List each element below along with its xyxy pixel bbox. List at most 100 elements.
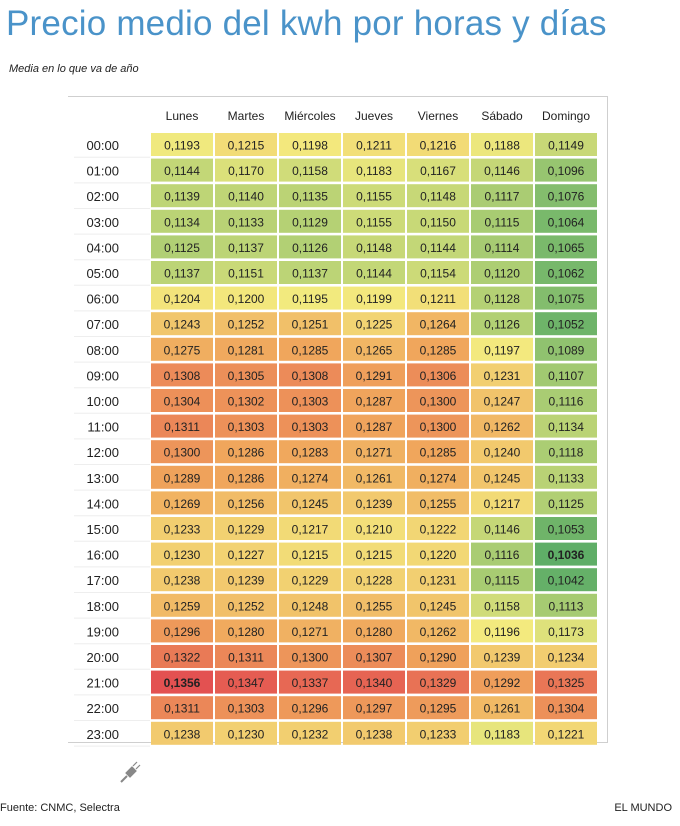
column-label: Miércoles xyxy=(284,109,335,123)
heatmap-cell xyxy=(343,645,405,668)
heatmap-cell xyxy=(343,133,405,156)
heatmap-cell xyxy=(407,670,469,694)
cell-value: 0,1243 xyxy=(164,318,201,332)
row-label: 19:00 xyxy=(86,624,119,639)
cell-value: 0,1271 xyxy=(292,625,329,639)
heatmap-cell xyxy=(535,209,597,233)
cell-value: 0,1311 xyxy=(164,702,200,716)
cell-value: 0,1285 xyxy=(292,343,329,357)
cell-value: 0,1220 xyxy=(420,548,457,562)
heatmap-cell xyxy=(407,389,469,412)
cell-value: 0,1116 xyxy=(485,548,520,562)
heatmap-cell xyxy=(279,209,341,233)
cell-value: 0,1239 xyxy=(484,651,521,665)
heatmap-cell xyxy=(215,619,277,643)
cell-value: 0,1148 xyxy=(420,190,456,204)
cell-value: 0,1197 xyxy=(484,343,520,357)
heatmap-cell xyxy=(215,542,277,566)
cell-value: 0,1222 xyxy=(420,523,457,537)
row-label: 14:00 xyxy=(86,496,119,511)
cell-value: 0,1137 xyxy=(164,267,200,281)
heatmap-cell xyxy=(151,670,213,694)
heatmap-cell xyxy=(151,337,213,361)
heatmap-cell xyxy=(151,619,213,643)
heatmap-cell xyxy=(343,209,405,233)
cell-value: 0,1155 xyxy=(356,215,392,229)
heatmap-cell xyxy=(279,721,341,745)
heatmap-cell xyxy=(471,286,533,310)
cell-value: 0,1188 xyxy=(484,139,520,153)
column-label: Viernes xyxy=(418,109,458,123)
heatmap-cell xyxy=(279,286,341,310)
cell-value: 0,1146 xyxy=(484,164,520,178)
cell-value: 0,1245 xyxy=(420,599,457,613)
heatmap-cell xyxy=(407,133,469,156)
row-label: 23:00 xyxy=(86,727,119,742)
cell-value: 0,1275 xyxy=(164,343,201,357)
cell-value: 0,1144 xyxy=(420,241,456,255)
heatmap-cell xyxy=(407,363,469,387)
column-label: Jueves xyxy=(355,109,393,123)
heatmap-cell xyxy=(471,440,533,464)
heatmap-cell xyxy=(215,209,277,233)
column-label: Domingo xyxy=(542,109,590,123)
heatmap-cell xyxy=(279,158,341,182)
heatmap-cell xyxy=(471,491,533,515)
chart-subtitle: Media en lo que va de año xyxy=(9,63,139,75)
heatmap-cell xyxy=(471,465,533,489)
heatmap-cell xyxy=(151,363,213,387)
cell-value: 0,1217 xyxy=(484,497,521,511)
cell-value: 0,1262 xyxy=(420,625,457,639)
cell-value: 0,1286 xyxy=(228,471,265,485)
cell-value: 0,1300 xyxy=(292,651,329,665)
heatmap-cell xyxy=(471,568,533,592)
heatmap-cell xyxy=(407,337,469,361)
heatmap-cell xyxy=(407,158,469,182)
cell-value: 0,1337 xyxy=(292,676,329,690)
heatmap-cell xyxy=(279,235,341,259)
cell-value: 0,1036 xyxy=(548,548,585,562)
cell-value: 0,1306 xyxy=(420,369,457,383)
cell-value: 0,1265 xyxy=(356,343,393,357)
cell-value: 0,1251 xyxy=(292,318,329,332)
heatmap-cell xyxy=(215,261,277,284)
column-label: Lunes xyxy=(166,109,199,123)
cell-value: 0,1116 xyxy=(549,395,584,409)
heatmap-cell xyxy=(471,337,533,361)
heatmap-cell xyxy=(279,465,341,489)
row-label: 09:00 xyxy=(86,368,119,383)
heatmap-cell xyxy=(535,363,597,387)
cell-value: 0,1155 xyxy=(356,190,392,204)
row-label: 13:00 xyxy=(86,471,119,486)
heatmap-cell xyxy=(471,363,533,387)
heatmap-cell xyxy=(343,619,405,643)
cell-value: 0,1125 xyxy=(548,497,584,511)
heatmap-cell xyxy=(407,209,469,233)
cell-value: 0,1308 xyxy=(292,369,329,383)
heatmap-cell xyxy=(535,568,597,592)
cell-value: 0,1129 xyxy=(292,215,328,229)
cell-value: 0,1115 xyxy=(485,574,520,588)
heatmap-cell xyxy=(279,440,341,464)
heatmap-cell xyxy=(151,593,213,617)
cell-value: 0,1274 xyxy=(292,471,329,485)
cell-value: 0,1198 xyxy=(292,139,328,153)
cell-value: 0,1245 xyxy=(484,471,521,485)
cell-value: 0,1196 xyxy=(484,625,520,639)
row-label: 04:00 xyxy=(86,240,119,255)
heatmap-cell xyxy=(343,542,405,566)
heatmap-cell xyxy=(407,261,469,284)
cell-value: 0,1247 xyxy=(484,395,521,409)
row-label: 18:00 xyxy=(86,599,119,614)
heatmap-cell xyxy=(407,440,469,464)
cell-value: 0,1114 xyxy=(485,241,520,255)
cell-value: 0,1076 xyxy=(548,190,585,204)
cell-value: 0,1042 xyxy=(548,574,585,588)
cell-value: 0,1195 xyxy=(292,292,328,306)
cell-value: 0,1255 xyxy=(420,497,457,511)
heatmap-cell xyxy=(407,414,469,438)
cell-value: 0,1140 xyxy=(228,190,264,204)
heatmap-cell xyxy=(279,542,341,566)
heatmap-cell xyxy=(279,133,341,156)
cell-value: 0,1211 xyxy=(420,292,456,306)
